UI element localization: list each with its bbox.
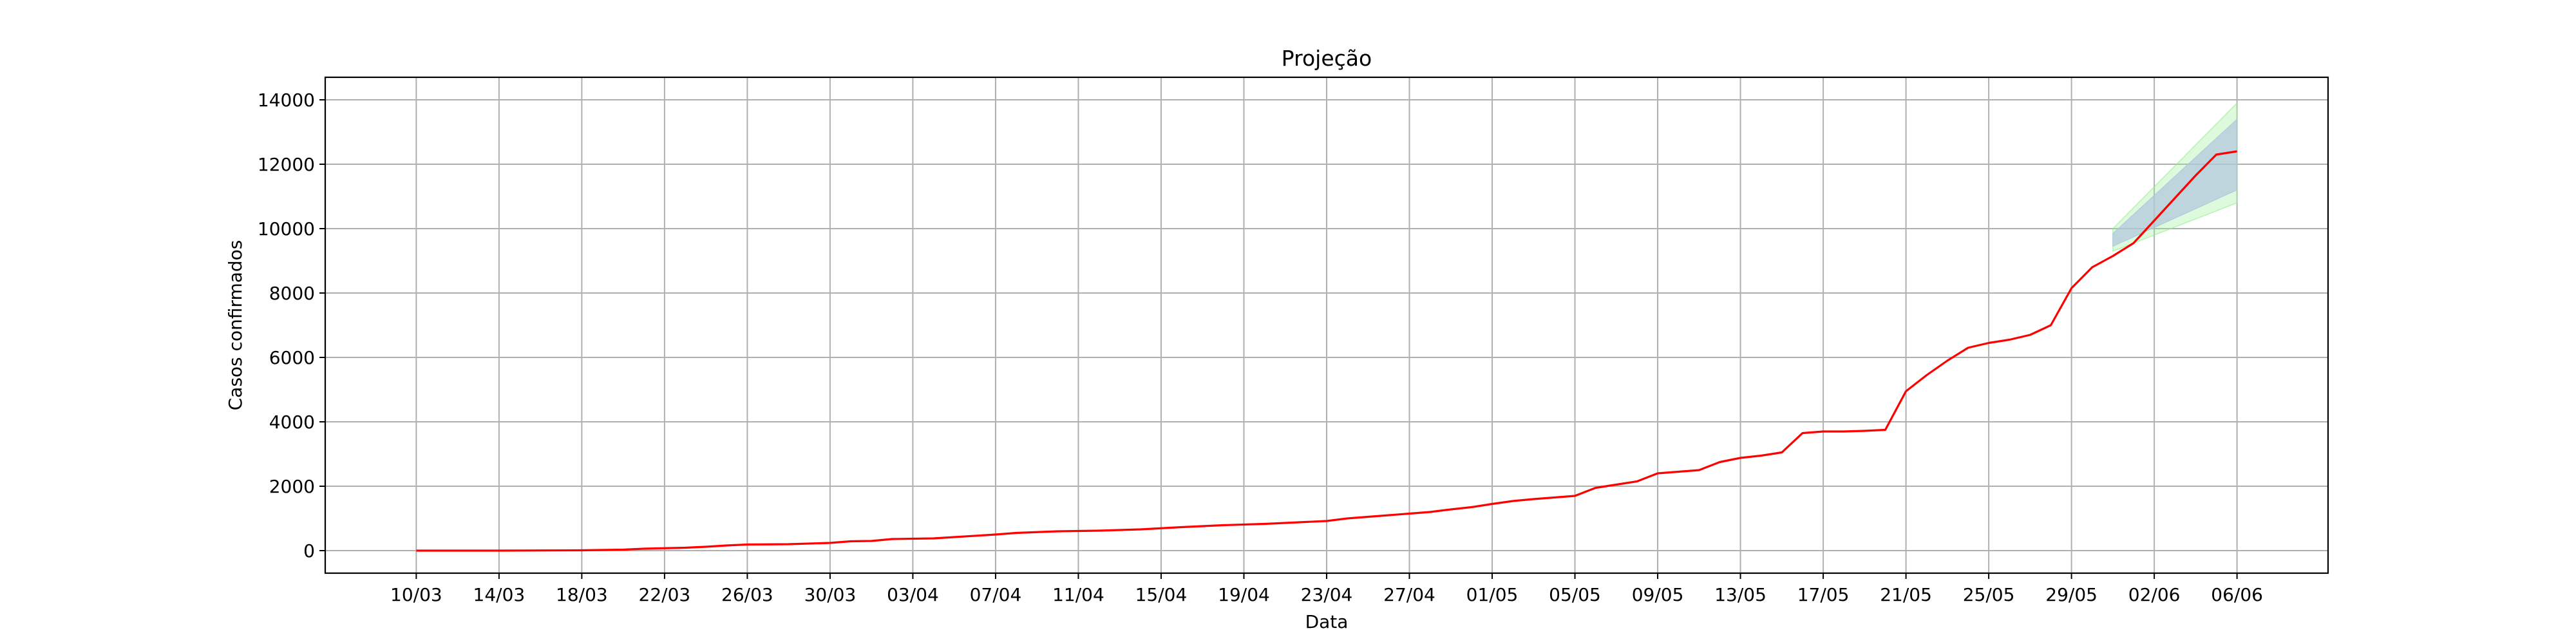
x-tick-label: 03/04 (887, 584, 939, 605)
x-tick-label: 14/03 (473, 584, 526, 605)
y-axis-ticks: 0 2000 4000 6000 8000 10000 12000 14000 (258, 90, 325, 562)
y-tick-label: 4000 (269, 412, 315, 433)
x-tick-label: 18/03 (556, 584, 608, 605)
series-layer (416, 150, 2237, 552)
x-tick-label: 07/04 (970, 584, 1022, 605)
y-tick-label: 12000 (258, 154, 315, 175)
x-tick-label: 05/05 (1549, 584, 1601, 605)
x-tick-label: 29/05 (2045, 584, 2098, 605)
x-tick-label: 26/03 (721, 584, 773, 605)
y-tick-label: 2000 (269, 476, 315, 497)
y-tick-label: 0 (303, 540, 315, 562)
x-tick-label: 02/06 (2128, 584, 2181, 605)
chart-title: Projeção (1282, 46, 1372, 71)
projection-confidence-bands (2112, 102, 2238, 252)
x-tick-label: 23/04 (1301, 584, 1353, 605)
x-tick-label: 30/03 (804, 584, 857, 605)
x-tick-label: 21/05 (1880, 584, 1932, 605)
x-tick-label: 27/04 (1383, 584, 1435, 605)
x-tick-label: 10/03 (390, 584, 442, 605)
y-tick-label: 10000 (258, 218, 315, 240)
x-tick-label: 25/05 (1963, 584, 2015, 605)
x-axis-label: Data (1305, 611, 1349, 632)
x-tick-label: 17/05 (1797, 584, 1850, 605)
x-tick-label: 06/06 (2211, 584, 2263, 605)
x-tick-label: 11/04 (1052, 584, 1104, 605)
x-tick-label: 09/05 (1632, 584, 1684, 605)
x-tick-label: 01/05 (1466, 584, 1519, 605)
x-tick-label: 22/03 (639, 584, 691, 605)
x-tick-label: 13/05 (1714, 584, 1766, 605)
x-axis-ticks: 10/03 14/03 18/03 22/03 26/03 30/03 03/04 07/04… (390, 573, 2263, 605)
y-tick-label: 14000 (258, 90, 315, 111)
y-tick-label: 6000 (269, 347, 315, 368)
x-tick-label: 15/04 (1135, 584, 1188, 605)
y-axis-label: Casos confirmados (225, 240, 246, 411)
confirmed-cases-line (416, 150, 2237, 552)
inner-confidence-band (2112, 118, 2238, 247)
gridlines (325, 77, 2328, 573)
x-tick-label: 19/04 (1218, 584, 1270, 605)
y-tick-label: 8000 (269, 283, 315, 304)
